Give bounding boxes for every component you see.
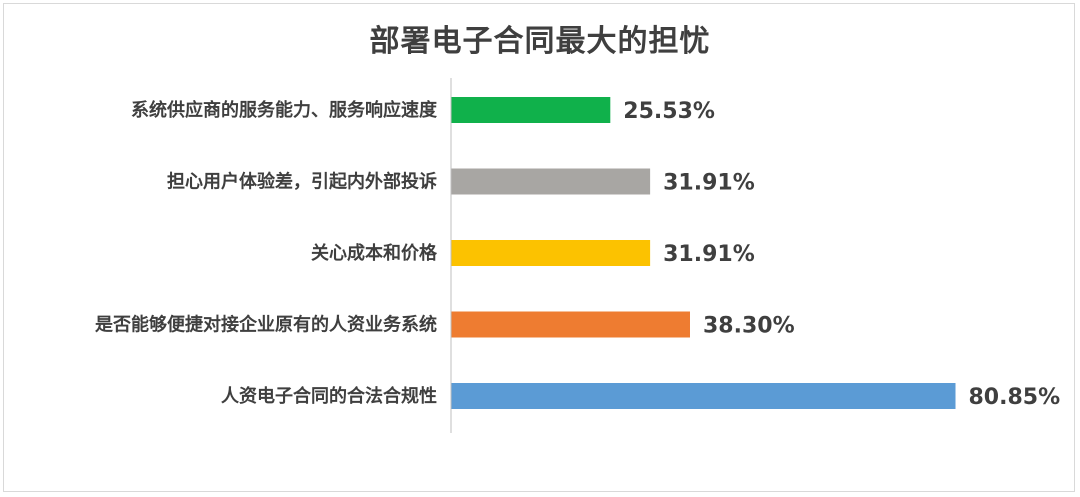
value-label-2: 31.91% — [663, 171, 755, 196]
category-label-4: 是否能够便捷对接企业原有的人资业务系统 — [94, 314, 437, 336]
category-label-1: 系统供应商的服务能力、服务响应速度 — [131, 99, 438, 121]
category-label-5: 人资电子合同的合法合规性 — [221, 385, 437, 407]
bar-3 — [451, 240, 651, 266]
value-label-5: 80.85% — [969, 385, 1061, 410]
category-label-2: 担心用户体验差，引起内外部投诉 — [167, 171, 437, 193]
bar-4 — [451, 311, 690, 338]
value-label-3: 31.91% — [663, 242, 755, 267]
value-label-4: 38.30% — [703, 314, 795, 339]
bar-5 — [451, 383, 956, 409]
bar-1 — [451, 97, 611, 123]
bars-layer: 系统供应商的服务能力、服务响应速度 25.53% 担心用户体验差，引起内外部投诉 31… — [94, 97, 1060, 410]
bar-2 — [451, 168, 651, 195]
chart-title: 部署电子合同最大的担忧 — [369, 24, 711, 59]
value-label-1: 25.53% — [623, 99, 715, 124]
category-label-3: 关心成本和价格 — [311, 242, 438, 264]
